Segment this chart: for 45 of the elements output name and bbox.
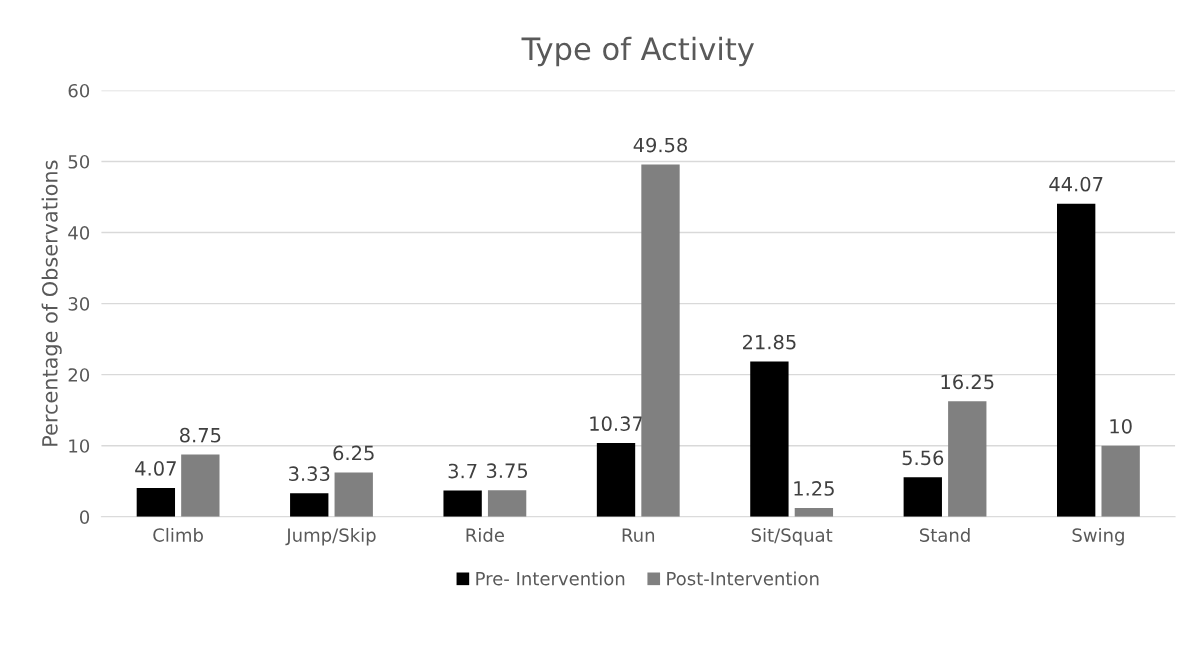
- data-label: 16.25: [941, 374, 994, 390]
- bar: [487, 490, 527, 517]
- bar: [750, 361, 789, 517]
- y-axis-title: Percentage of Observations: [41, 160, 62, 446]
- bar: [641, 164, 680, 517]
- data-label: 10: [1110, 418, 1132, 434]
- data-label: 49.58: [633, 137, 687, 153]
- bar: [136, 487, 176, 517]
- bar: [181, 454, 220, 517]
- x-tick-label: Jump/Skip: [285, 527, 376, 546]
- x-tick-label: Run: [622, 528, 655, 542]
- y-tick-label: 0: [80, 510, 90, 524]
- bar: [290, 493, 329, 517]
- data-label: 3.75: [486, 463, 528, 479]
- data-label: 5.56: [902, 450, 944, 466]
- bar: [596, 443, 636, 517]
- x-tick-label: Climb: [153, 527, 203, 542]
- chart-title: Type of Activity: [521, 36, 754, 67]
- bar: [1057, 203, 1096, 517]
- x-tick-label: Sit/Squat: [751, 527, 833, 546]
- data-label: 3.7: [448, 463, 477, 479]
- y-tick-label: 10: [69, 439, 90, 453]
- data-label: 3.33: [289, 466, 330, 482]
- x-tick-label: Ride: [466, 527, 504, 542]
- y-tick-label: 40: [68, 226, 90, 240]
- bar: [1101, 445, 1140, 517]
- data-label: 1.25: [794, 481, 834, 496]
- bar: [443, 490, 482, 517]
- bar: [948, 401, 987, 517]
- y-tick-label: 60: [68, 83, 90, 98]
- data-label: 8.75: [180, 427, 221, 443]
- bar: [903, 477, 942, 517]
- x-tick-label: Stand: [919, 527, 970, 542]
- legend-label: Pre- Intervention: [476, 571, 625, 586]
- data-label: 10.37: [590, 416, 643, 432]
- data-label: 44.07: [1049, 176, 1103, 192]
- data-label: 21.85: [742, 334, 796, 350]
- data-label: 4.07: [135, 461, 176, 476]
- y-tick-label: 50: [68, 154, 90, 169]
- y-tick-label: 20: [68, 368, 90, 382]
- y-tick-label: 30: [68, 297, 90, 311]
- legend-label: Post-Intervention: [667, 571, 819, 586]
- data-label: 6.25: [333, 445, 374, 461]
- bar: [334, 472, 373, 517]
- x-tick-label: Swing: [1072, 527, 1124, 546]
